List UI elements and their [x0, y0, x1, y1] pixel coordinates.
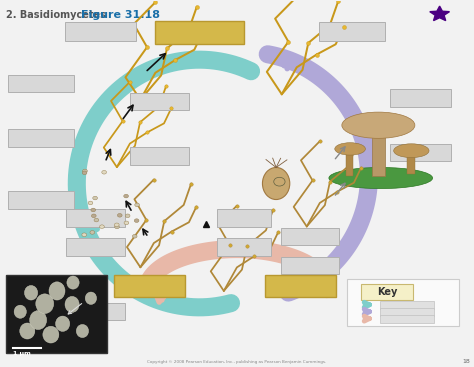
Circle shape — [124, 221, 129, 225]
FancyBboxPatch shape — [66, 239, 125, 256]
Circle shape — [82, 169, 87, 173]
Circle shape — [102, 170, 107, 174]
Circle shape — [125, 214, 130, 218]
Ellipse shape — [85, 292, 97, 304]
Circle shape — [82, 171, 87, 175]
Circle shape — [91, 214, 96, 218]
Ellipse shape — [49, 282, 65, 300]
Text: 18: 18 — [463, 359, 470, 364]
Polygon shape — [430, 6, 449, 21]
Circle shape — [91, 208, 96, 212]
FancyBboxPatch shape — [346, 149, 354, 176]
FancyBboxPatch shape — [281, 228, 339, 245]
FancyBboxPatch shape — [347, 279, 459, 326]
Circle shape — [134, 219, 139, 222]
Ellipse shape — [67, 276, 79, 289]
Ellipse shape — [329, 167, 433, 189]
Text: 1 μm: 1 μm — [13, 351, 31, 356]
Text: Copyright © 2008 Pearson Education, Inc., publishing as Pearson Benjamin Cumming: Copyright © 2008 Pearson Education, Inc.… — [147, 360, 327, 364]
Circle shape — [118, 214, 122, 217]
Ellipse shape — [25, 286, 37, 300]
FancyBboxPatch shape — [380, 315, 434, 323]
Text: 2. Basidiomycetes: 2. Basidiomycetes — [6, 11, 106, 21]
Circle shape — [82, 233, 87, 237]
Ellipse shape — [20, 323, 35, 339]
Ellipse shape — [14, 305, 27, 318]
FancyBboxPatch shape — [281, 257, 339, 274]
Ellipse shape — [342, 112, 415, 138]
Text: Figure 31.18: Figure 31.18 — [82, 11, 161, 21]
FancyBboxPatch shape — [361, 284, 413, 300]
Ellipse shape — [36, 294, 54, 313]
Circle shape — [135, 203, 139, 207]
Circle shape — [114, 223, 119, 227]
FancyBboxPatch shape — [390, 89, 451, 107]
Circle shape — [115, 225, 119, 229]
FancyBboxPatch shape — [217, 239, 271, 256]
Circle shape — [90, 230, 95, 234]
Circle shape — [124, 194, 128, 198]
FancyBboxPatch shape — [66, 209, 125, 227]
Ellipse shape — [55, 316, 70, 331]
Ellipse shape — [43, 326, 59, 343]
Ellipse shape — [30, 310, 46, 330]
FancyBboxPatch shape — [130, 93, 189, 110]
Ellipse shape — [76, 324, 89, 338]
FancyBboxPatch shape — [130, 148, 189, 165]
FancyBboxPatch shape — [65, 22, 136, 41]
Text: Key: Key — [377, 287, 397, 297]
FancyBboxPatch shape — [217, 209, 271, 227]
Circle shape — [93, 196, 98, 200]
FancyBboxPatch shape — [66, 303, 125, 320]
FancyBboxPatch shape — [155, 21, 244, 44]
Circle shape — [100, 225, 104, 229]
Ellipse shape — [65, 297, 79, 312]
FancyBboxPatch shape — [9, 129, 74, 147]
FancyBboxPatch shape — [380, 301, 434, 309]
FancyBboxPatch shape — [9, 75, 74, 92]
FancyBboxPatch shape — [115, 275, 185, 297]
FancyBboxPatch shape — [265, 275, 336, 297]
Circle shape — [132, 235, 137, 238]
FancyBboxPatch shape — [319, 22, 385, 41]
Ellipse shape — [394, 144, 429, 158]
FancyBboxPatch shape — [6, 275, 108, 353]
Ellipse shape — [335, 143, 365, 155]
Circle shape — [94, 218, 99, 222]
Ellipse shape — [263, 167, 290, 200]
FancyBboxPatch shape — [407, 151, 415, 174]
FancyBboxPatch shape — [380, 308, 434, 316]
FancyBboxPatch shape — [390, 144, 451, 161]
FancyBboxPatch shape — [372, 125, 385, 176]
FancyBboxPatch shape — [9, 191, 74, 208]
Circle shape — [88, 201, 93, 205]
